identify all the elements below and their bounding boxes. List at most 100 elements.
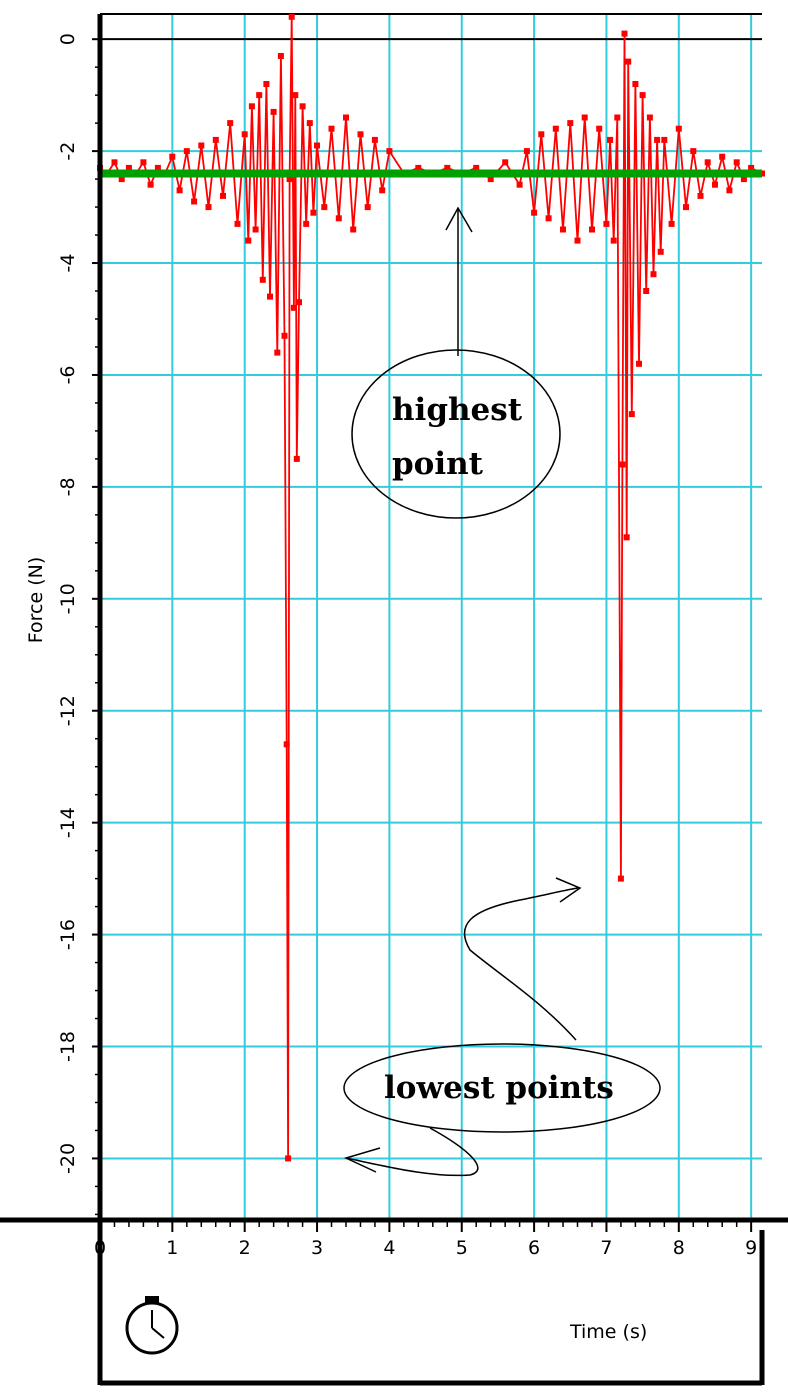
force-point-19	[234, 220, 241, 227]
force-point-96	[683, 204, 689, 211]
force-point-11	[176, 187, 183, 194]
force-point-68	[552, 125, 559, 132]
force-point-33	[285, 1155, 292, 1162]
force-point-78	[614, 114, 621, 121]
force-point-18	[227, 120, 234, 127]
force-point-74	[596, 125, 603, 132]
stopwatch-icon	[125, 1296, 179, 1355]
force-point-94	[668, 220, 675, 227]
force-point-87	[639, 92, 646, 99]
force-point-101	[719, 153, 726, 160]
force-point-14	[198, 142, 205, 149]
force-point-81	[621, 30, 628, 37]
force-point-71	[574, 237, 581, 244]
force-point-53	[379, 187, 386, 194]
force-point-58	[444, 164, 451, 171]
force-point-89	[646, 114, 653, 121]
force-point-15	[205, 204, 212, 211]
force-point-60	[473, 164, 480, 171]
highest-point-arrow-head	[445, 206, 473, 233]
force-point-105	[748, 164, 755, 171]
force-point-20	[241, 131, 248, 138]
force-point-85	[632, 81, 639, 87]
force-point-16	[212, 136, 219, 143]
y-tick-label-10: -20	[57, 1143, 79, 1174]
force-point-4	[125, 164, 132, 171]
lowest-points-ellipse	[343, 1043, 661, 1133]
series-layer	[97, 13, 765, 1162]
force-point-70	[567, 120, 574, 127]
force-point-2	[111, 159, 118, 166]
x-tick-label-3: 3	[311, 1237, 323, 1259]
y-tick-label-5: -10	[57, 583, 79, 614]
force-point-51	[364, 204, 371, 211]
force-point-38	[293, 455, 300, 462]
force-point-104	[740, 176, 747, 183]
force-series-line	[99, 16, 763, 1159]
force-point-93	[661, 136, 668, 143]
lowest-points-label: lowest points	[384, 1070, 614, 1106]
force-point-31	[281, 332, 288, 339]
force-point-54	[386, 148, 393, 155]
force-point-63	[516, 181, 523, 188]
force-point-13	[191, 198, 198, 205]
force-point-39	[296, 299, 302, 306]
highest-point-ellipse	[351, 349, 561, 519]
y-tick-label-6: -12	[57, 695, 79, 726]
force-point-47	[335, 215, 342, 222]
lowest-points-arrowhead-lower	[343, 1147, 381, 1173]
force-point-40	[299, 103, 306, 110]
highest-point-annotation: highest point	[351, 206, 561, 519]
force-point-25	[259, 276, 266, 283]
force-point-26	[263, 81, 270, 87]
force-point-37	[292, 92, 299, 99]
force-point-72	[581, 114, 588, 121]
force-point-66	[538, 131, 545, 138]
highest-point-label-line1: highest	[392, 392, 523, 428]
force-point-103	[733, 159, 740, 166]
x-tick-label-4: 4	[383, 1237, 395, 1259]
force-point-102	[726, 187, 733, 194]
force-point-90	[650, 271, 657, 278]
force-point-79	[617, 875, 624, 882]
force-point-86	[636, 360, 642, 367]
force-point-91	[654, 136, 661, 143]
y-tick-label-7: -14	[57, 807, 79, 838]
force-point-65	[531, 209, 538, 216]
force-point-67	[545, 215, 552, 222]
force-point-95	[675, 125, 682, 132]
force-point-22	[248, 103, 255, 110]
y-tick-label-8: -16	[57, 919, 79, 950]
force-point-88	[643, 288, 650, 294]
x-tick-label-8: 8	[673, 1237, 685, 1259]
force-point-49	[350, 226, 357, 233]
force-point-44	[314, 142, 320, 149]
force-point-45	[321, 204, 328, 211]
force-point-42	[306, 120, 313, 127]
force-point-100	[712, 181, 718, 188]
force-point-92	[657, 248, 664, 255]
x-tick-label-0: 0	[94, 1237, 106, 1259]
force-point-48	[343, 114, 349, 121]
force-point-99	[704, 159, 711, 166]
x-tick-label-5: 5	[456, 1237, 468, 1259]
force-point-98	[697, 192, 704, 199]
force-point-50	[357, 131, 364, 138]
y-tick-label-0: 0	[57, 33, 79, 45]
x-tick-label-9: 9	[745, 1237, 757, 1259]
x-tick-label-7: 7	[600, 1237, 612, 1259]
force-point-8	[154, 164, 161, 171]
force-point-61	[487, 176, 494, 183]
force-point-28	[270, 108, 277, 115]
x-tick-label-1: 1	[166, 1237, 178, 1259]
x-axis-label: Time (s)	[569, 1321, 647, 1343]
y-tick-label-9: -18	[57, 1031, 79, 1062]
force-point-12	[183, 148, 190, 155]
force-point-43	[310, 209, 317, 216]
force-point-97	[690, 148, 697, 155]
force-point-64	[523, 148, 530, 155]
force-point-69	[560, 226, 566, 233]
force-point-52	[371, 136, 378, 143]
force-point-62	[502, 159, 509, 166]
